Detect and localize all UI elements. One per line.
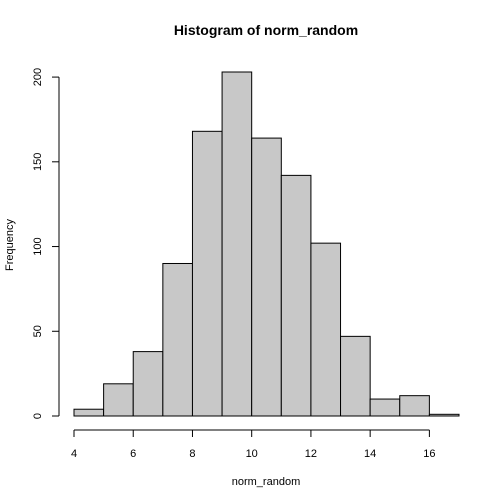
x-tick-label: 14 <box>364 448 376 460</box>
histogram-bar <box>191 130 223 417</box>
histogram-bar <box>162 262 193 417</box>
y-tick-label: 50 <box>32 325 44 337</box>
histogram-bar <box>251 137 282 417</box>
x-tick-label: 4 <box>71 448 77 460</box>
histogram-bar <box>428 413 460 417</box>
histogram-bar <box>310 242 342 417</box>
y-axis-label: Frequency <box>4 219 16 271</box>
bars-group <box>73 71 460 417</box>
x-tick-label: 10 <box>246 448 258 460</box>
y-tick-label: 150 <box>32 153 44 171</box>
histogram-bar <box>280 174 312 417</box>
x-tick-label: 12 <box>305 448 317 460</box>
histogram-bar <box>221 71 253 417</box>
histogram-bar <box>132 351 164 417</box>
histogram-bar <box>73 408 105 417</box>
x-axis-label: norm_random <box>232 476 300 488</box>
histogram-bar <box>399 395 430 417</box>
x-axis: 4 6 8 10 12 14 16 <box>71 429 436 460</box>
x-tick-label: 16 <box>423 448 435 460</box>
y-tick-label: 100 <box>32 237 44 255</box>
x-tick-label: 8 <box>189 448 195 460</box>
x-tick-label: 6 <box>130 448 136 460</box>
histogram-bar <box>103 383 134 417</box>
y-axis: 0 50 100 150 200 <box>32 68 60 419</box>
chart-title: Histogram of norm_random <box>174 22 358 38</box>
histogram-bar <box>340 335 371 417</box>
y-tick-label: 200 <box>32 68 44 86</box>
y-tick-label: 0 <box>32 413 44 419</box>
histogram-bar <box>369 398 401 417</box>
